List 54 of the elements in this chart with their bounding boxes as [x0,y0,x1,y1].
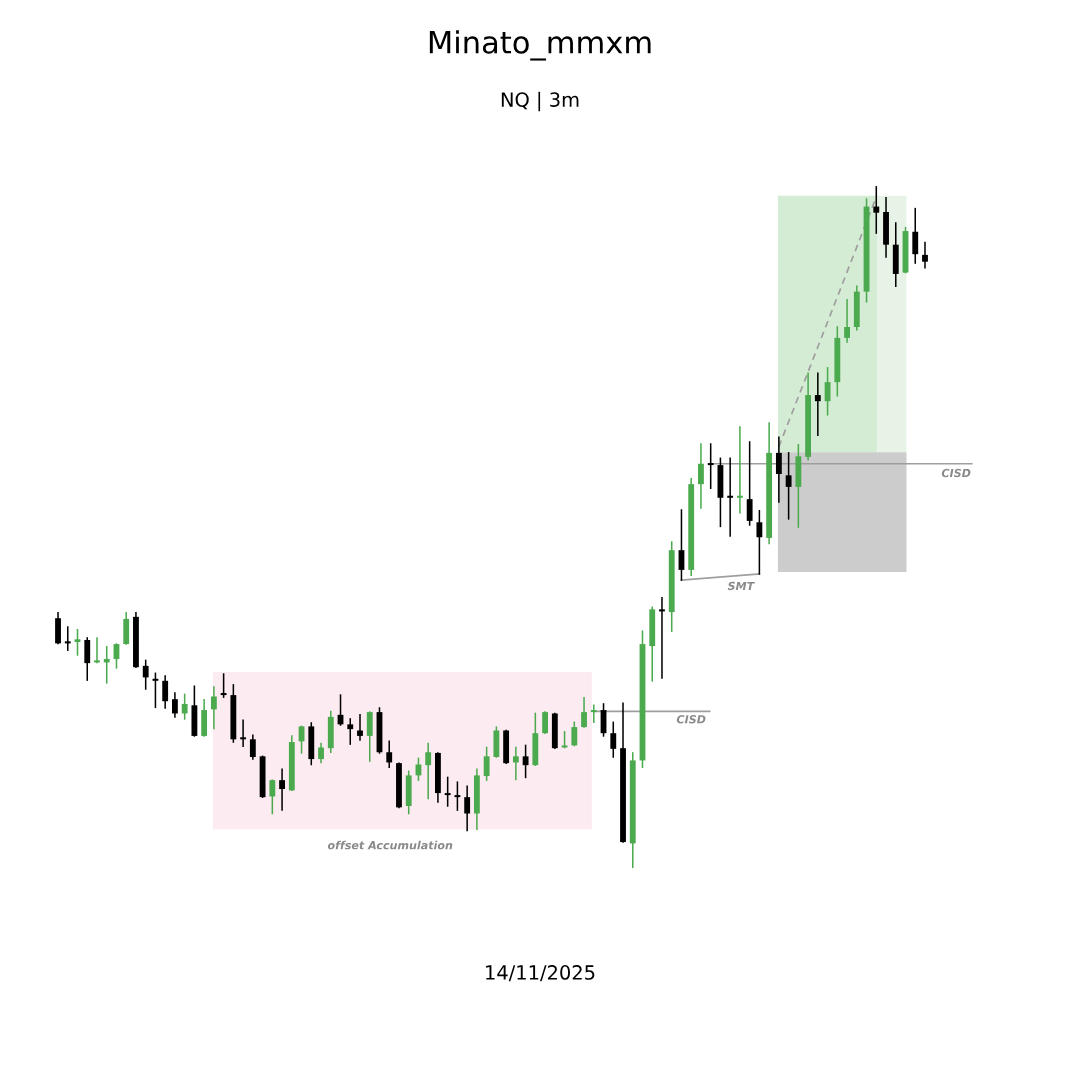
candlestick [873,186,880,234]
candlestick [162,675,169,709]
candlestick [775,436,782,503]
candlestick [279,768,285,811]
candlestick [74,629,81,656]
candlestick [746,441,753,526]
candlestick [610,721,617,758]
candlestick [454,781,461,811]
candlestick [542,711,549,734]
candlestick [347,718,354,745]
candlestick [922,241,928,269]
candlestick [318,742,324,764]
candlestick [464,785,471,832]
candlestick [84,637,91,681]
candlestick [814,372,821,436]
candlestick [824,367,831,416]
text: CISD [941,468,971,478]
candlestick [483,746,490,781]
annotation: offset Accumulation [327,840,453,850]
candlestick [581,697,587,728]
candlestick [103,646,110,684]
candlestick [444,776,451,807]
candlestick [366,711,373,762]
candlestick [210,686,217,730]
candlestick [64,626,71,651]
candlestick [269,779,276,815]
candlestick [220,673,227,698]
chart-subtitle: NQ | 3m [501,91,579,112]
candlestick [844,299,850,343]
candlestick [912,207,919,264]
candlestick [659,597,665,679]
candlestick [727,457,734,537]
text: 14/11/2025 [486,965,595,982]
candlestick [736,426,743,514]
candlestick [386,740,393,768]
candlestick [785,452,792,520]
candlestick [425,742,432,800]
candlestick [171,692,178,718]
candlestick [571,721,578,747]
annotation: SMT [727,581,755,591]
candlestick [142,659,149,690]
annotation: CISD [676,715,706,724]
candlestick [698,443,704,509]
candlestick [181,693,188,720]
candlestick [240,719,247,747]
candlestick [357,714,363,741]
candlestick [707,443,714,490]
candlestick [249,734,256,760]
candlestick [756,509,763,575]
candlestick [522,744,529,779]
candlestick [512,746,519,781]
candlestick [94,637,100,664]
candlestick [590,704,597,724]
chart-title: Minato_mmxm [429,30,651,61]
